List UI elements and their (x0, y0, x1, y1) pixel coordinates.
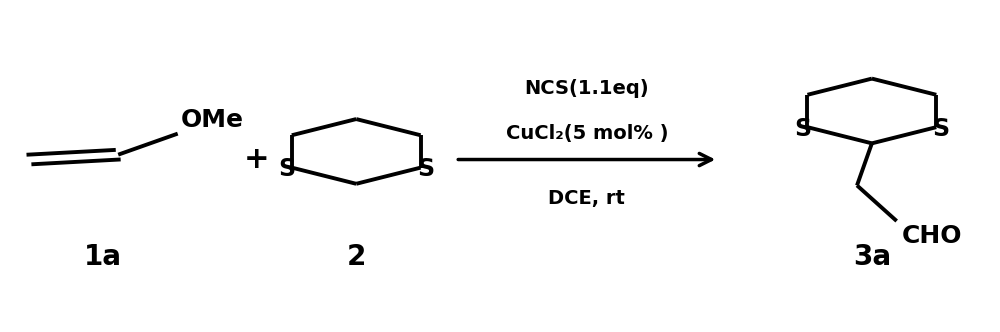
Text: CuCl₂(5 mol% ): CuCl₂(5 mol% ) (506, 124, 668, 143)
Text: 1a: 1a (84, 243, 122, 271)
Text: CHO: CHO (902, 224, 962, 248)
Text: S: S (417, 157, 434, 181)
Text: S: S (933, 117, 950, 141)
Text: S: S (794, 117, 811, 141)
Text: NCS(1.1eq): NCS(1.1eq) (524, 79, 649, 98)
Text: +: + (244, 145, 270, 174)
Text: 2: 2 (347, 243, 366, 271)
Text: OMe: OMe (181, 108, 244, 132)
Text: DCE, rt: DCE, rt (548, 189, 625, 208)
Text: 3a: 3a (853, 243, 891, 271)
Text: S: S (278, 157, 295, 181)
